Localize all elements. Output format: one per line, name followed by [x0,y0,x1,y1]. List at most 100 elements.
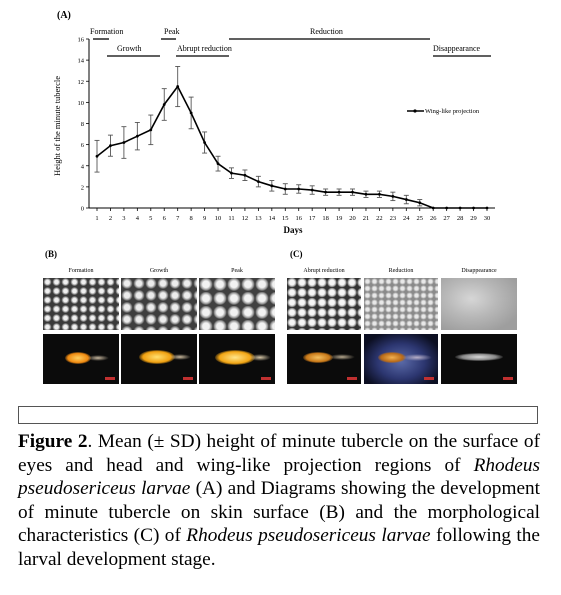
x-tick-label: 30 [484,215,491,222]
x-tick-label: 20 [349,215,356,222]
panel-b-col-label-peak: Peak [231,268,243,274]
sem-image-formation [43,278,119,330]
panel-c-col-label-abrupt-reduction: Abrupt reduction [303,268,345,274]
y-tick-label: 2 [81,184,84,191]
larva-photo-growth [121,334,197,384]
x-tick-label: 26 [430,215,437,222]
x-tick-label: 23 [390,215,397,222]
error-bars [94,66,423,207]
series-line-wing-like-projection [96,85,487,209]
x-tick-label: 12 [242,215,249,222]
x-tick-label: 15 [282,215,289,222]
x-tick-label: 9 [203,215,206,222]
data-point [472,206,475,210]
panel-b-label: (B) [45,249,57,259]
larva-photo-peak [199,334,275,384]
larva-photo-abrupt-reduction [287,334,361,384]
tubercle-height-chart: (A) Formation Growth Peak Abrupt reducti… [52,10,495,235]
larva-photo-formation [43,334,119,384]
y-tick-label: 0 [81,206,84,213]
sem-image-abrupt-reduction [287,278,361,330]
sem-image-peak [199,278,275,330]
x-tick-label: 6 [163,215,167,222]
legend-label: Wing-like projection [425,108,480,115]
data-point [109,144,112,148]
legend: Wing-like projection [407,108,480,115]
x-tick-label: 13 [255,215,262,222]
x-tick-label: 28 [457,215,464,222]
stage-label-disappearance: Disappearance [433,44,481,53]
data-point [324,190,328,194]
panel-c-label: (C) [290,249,303,259]
data-point [310,188,314,192]
figure-caption: Figure 2. Mean (± SD) height of minute t… [18,430,540,571]
x-tick-label: 25 [417,215,424,222]
panel-c-col-label-reduction: Reduction [388,268,414,274]
sem-image-reduction [364,278,438,330]
data-point [203,141,206,144]
data-point [189,111,193,115]
data-point [270,184,274,188]
data-point [297,187,301,191]
data-point [149,128,153,132]
caption-figure-label: Figure 2 [18,431,88,452]
y-tick-label: 10 [78,100,85,107]
x-tick-label: 16 [295,215,302,222]
y-tick-label: 6 [81,142,85,149]
x-tick-label: 27 [443,215,450,222]
larva-photo-disappearance [441,334,517,384]
data-point [445,206,449,210]
x-tick-label: 4 [136,215,140,222]
y-tick-label: 14 [78,58,85,65]
data-point [418,201,422,205]
x-tick-label: 19 [336,215,343,222]
data-point [378,192,381,196]
data-point [176,85,180,88]
x-tick-label: 29 [470,215,477,222]
y-axis-label: Height of the minute tubercle [52,76,62,176]
y-tick-label: 8 [81,121,84,128]
stage-label-abrupt-reduction: Abrupt reduction [177,44,232,53]
panel-c-col-label-disappearance: Disappearance [461,268,497,274]
data-point [431,206,435,210]
panel-a-label: (A) [57,10,71,21]
x-tick-label: 14 [269,215,276,222]
larva-photo-reduction [364,334,438,384]
x-tick-label: 17 [309,215,316,222]
data-point [95,154,99,158]
data-point [458,206,462,210]
x-axis-label: Days [283,225,302,235]
sem-image-disappearance [441,278,517,330]
x-tick-label: 2 [109,215,112,222]
panel-b-col-label-formation: Formation [68,268,94,274]
data-point [391,194,395,198]
sem-image-growth [121,278,197,330]
data-point [256,180,260,183]
y-tick-label: 16 [78,37,85,44]
caption-text-2: (A) and Diagrams showing the development… [18,478,541,546]
stage-bars: Formation Growth Peak Abrupt reduction R… [90,27,491,57]
data-point [230,171,233,175]
data-point [337,190,341,194]
caption-text-3: following the larval development stage. [18,525,540,570]
panel-b-col-label-growth: Growth [149,268,169,274]
caption-frame [18,406,538,424]
series-line-group [95,85,489,210]
caption-species-1: Rhodeus pseudosericeus larvae [18,454,540,500]
data-point [135,134,139,138]
x-tick-label: 24 [403,215,410,222]
data-point [364,192,368,196]
stage-label-reduction: Reduction [310,27,343,36]
data-point [351,190,354,194]
stage-label-growth: Growth [117,44,141,53]
x-tick-label: 11 [228,215,234,222]
x-tick-label: 22 [376,215,383,222]
x-tick-label: 10 [215,215,222,222]
x-tick-label: 21 [363,215,370,222]
y-tick-label: 4 [81,163,85,170]
data-point [216,162,220,166]
x-tick-label: 1 [95,215,98,222]
y-tick-label: 12 [78,79,85,86]
